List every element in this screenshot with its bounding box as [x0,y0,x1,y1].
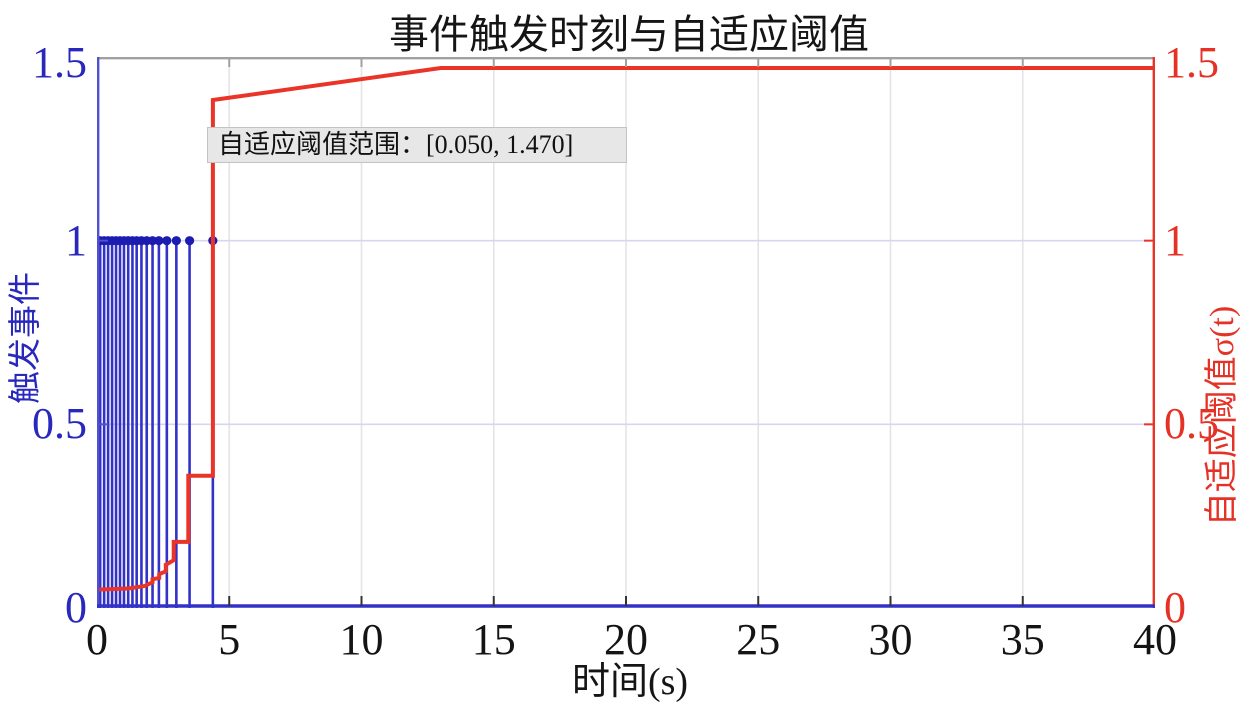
adaptive-threshold-line [97,66,1155,592]
left-y-tick-label: 1 [65,215,87,265]
threshold-range-annotation: 自适应阈值范围：[0.050, 1.470] [207,127,627,163]
plot-area: 自适应阈值范围：[0.050, 1.470] [97,57,1155,608]
left-y-tick-label: 0.5 [32,399,87,449]
x-axis-label: 时间(s) [571,661,689,703]
x-tick-label: 15 [471,615,516,664]
event-marker [154,236,164,246]
right-y-tick-label: 1 [1164,215,1186,265]
x-tick-label: 20 [604,615,648,664]
event-marker [147,236,158,246]
right-y-tick-label: 1.5 [1164,38,1219,87]
x-tick-label: 0 [86,615,108,664]
event-marker [162,236,172,246]
x-tick-label: 25 [736,615,781,664]
right-y-tick-label: 0 [1164,583,1186,632]
x-tick-label: 5 [218,615,241,664]
event-marker [184,236,195,246]
x-tick-label: 35 [1000,615,1045,664]
plot-canvas [97,57,1155,608]
right-y-tick-label: 0.5 [1164,399,1219,449]
left-y-tick-label: 0 [65,583,87,632]
x-tick-label: 30 [868,615,913,664]
x-tick-label: 10 [339,615,384,664]
x-tick-label: 40 [1133,615,1177,664]
chart-title: 事件触发时刻与自适应阈值 [389,12,869,57]
left-y-tick-label: 1.5 [32,38,87,87]
event-marker [171,236,181,246]
